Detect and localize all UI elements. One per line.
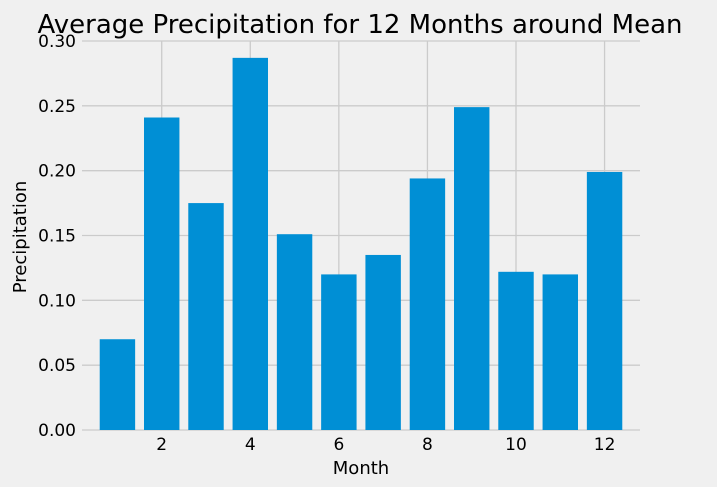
bar-month-3 [188, 203, 224, 430]
bar-month-8 [409, 178, 446, 430]
bar-month-10 [498, 271, 534, 430]
y-axis-label: Precipitation [10, 181, 31, 294]
chart-title: Average Precipitation for 12 Months arou… [38, 10, 683, 40]
y-tick-label: 0.05 [38, 356, 76, 376]
y-tick-label: 0.20 [38, 162, 76, 182]
x-axis-label: Month [333, 458, 389, 479]
x-tick-label: 8 [422, 435, 433, 455]
bar-month-4 [232, 57, 268, 431]
y-tick-label: 0.30 [38, 32, 76, 52]
x-tick-labels: 2 4 6 8 10 12 [156, 435, 615, 455]
bar-month-2 [144, 117, 180, 431]
x-tick-label: 2 [156, 435, 167, 455]
y-tick-label: 0.15 [38, 227, 76, 247]
y-tick-label: 0.10 [38, 291, 76, 311]
x-tick-label: 12 [594, 435, 616, 455]
bar-month-6 [321, 274, 357, 430]
x-tick-label: 10 [505, 435, 527, 455]
y-tick-label: 0.00 [38, 421, 76, 441]
x-tick-label: 6 [333, 435, 344, 455]
bar-month-9 [454, 107, 490, 430]
x-tick-label: 4 [245, 435, 256, 455]
y-tick-labels: 0.00 0.05 0.10 0.15 0.20 0.25 0.30 [38, 32, 76, 441]
bar-month-1 [99, 339, 136, 430]
bar-month-11 [542, 274, 578, 430]
bar-month-12 [586, 171, 623, 431]
bar-month-7 [365, 254, 401, 430]
bar-month-5 [276, 234, 313, 430]
bars [99, 57, 623, 431]
y-tick-label: 0.25 [38, 97, 76, 117]
